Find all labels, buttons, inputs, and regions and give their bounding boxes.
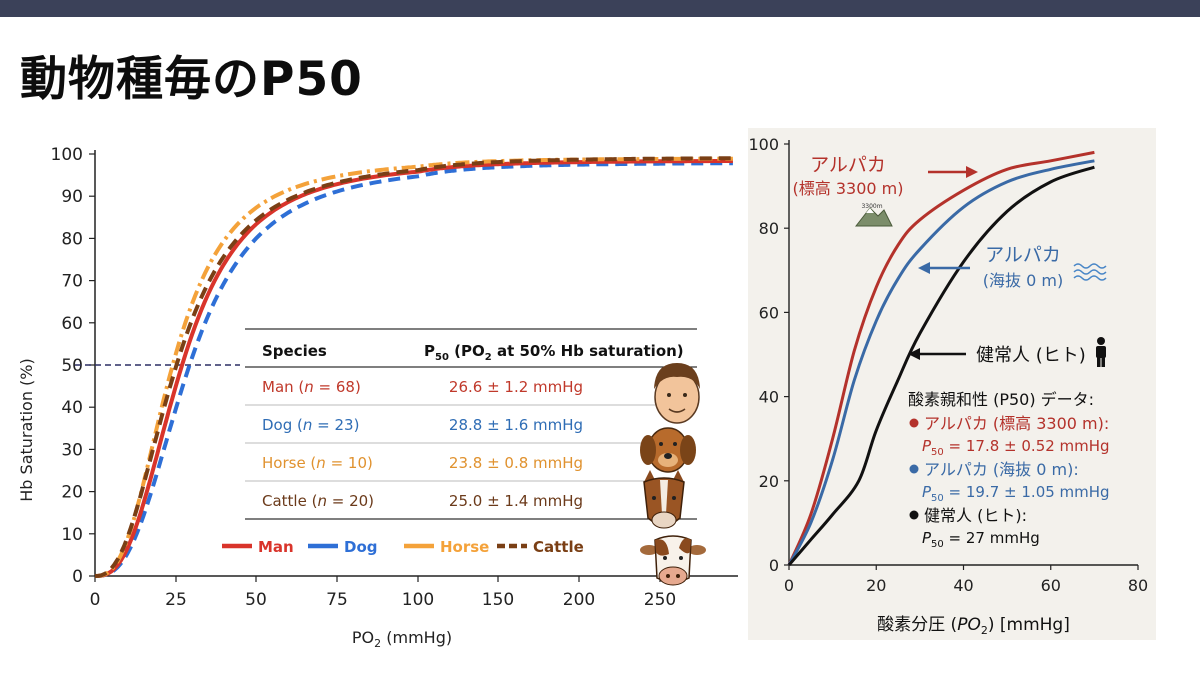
x-tick-label: 40 (953, 576, 973, 595)
slide-title: 動物種毎のP50 (20, 52, 363, 107)
x-tick-label: 20 (866, 576, 886, 595)
x-axis-title: 酸素分圧 (PO2) [mmHg] (877, 615, 1070, 637)
table-header-species: Species (262, 342, 327, 360)
p50-table: Species P50 (PO2 at 50% Hb saturation) M… (245, 328, 697, 520)
curve-dog (95, 161, 733, 578)
y-tick-label: 20 (759, 472, 779, 491)
x-tick-label: 50 (245, 590, 267, 610)
affinity-label: アルパカ (標高 3300 m): (924, 414, 1109, 433)
y-tick-label: 10 (61, 525, 83, 545)
curve-man (94, 159, 733, 578)
affinity-label: 健常人 (ヒト): (924, 506, 1027, 525)
legend-label-man: Man (258, 538, 294, 556)
y-tick-label: 30 (61, 440, 83, 460)
alpaca-oxygen-curve-chart: 0 20 40 60 80 100 0 20 40 60 80 酸素分圧 (PO2) [mmHg] ア… (748, 135, 1148, 637)
blue-arrow-icon (918, 262, 970, 274)
mountain-altitude-label: 3300m (861, 203, 882, 210)
x-tick-label: 0 (784, 576, 794, 595)
y-tick-label: 60 (759, 303, 779, 322)
horse-face-icon (643, 470, 685, 529)
x-tick-label: 100 (402, 590, 434, 610)
species-oxygen-curve-chart: 0 10 20 30 40 50 60 70 80 90 100 0 25 50 75 100 150 200 25… (17, 145, 738, 650)
y-tick-label: 80 (61, 229, 83, 249)
table-cell-p50: 25.0 ± 1.4 mmHg (449, 492, 583, 510)
x-tick-label: 25 (165, 590, 187, 610)
curve-alpaca-sea (787, 159, 1095, 566)
man-face-icon (654, 363, 700, 424)
affinity-value: P50 = 17.8 ± 0.52 mmHg (922, 437, 1110, 458)
y-tick-label: 40 (61, 398, 83, 418)
x-axis-title: PO2 (mmHg) (352, 628, 452, 650)
affinity-bullet (909, 510, 919, 520)
chart-legend: Man Dog Horse Cattle (222, 538, 584, 556)
y-tick-label: 0 (72, 567, 83, 587)
y-tick-label: 80 (759, 219, 779, 238)
y-tick-label: 90 (61, 187, 83, 207)
y-tick-label: 20 (61, 483, 83, 503)
x-tick-label: 80 (1128, 576, 1148, 595)
curve-human (787, 165, 1095, 566)
affinity-value: P50 = 27 mmHg (922, 529, 1040, 550)
red-arrow-icon (928, 166, 978, 178)
x-tick-label: 150 (482, 590, 514, 610)
alpaca-sea-sublabel: (海抜 0 m) (983, 271, 1063, 290)
y-tick-label: 0 (769, 556, 779, 575)
alpaca-high-label: アルパカ (810, 154, 886, 176)
legend-label-horse: Horse (440, 538, 489, 556)
table-cell-species: Man (n = 68) (262, 378, 361, 396)
x-tick-label: 75 (326, 590, 348, 610)
y-tick-label: 70 (61, 272, 83, 292)
dog-face-icon (640, 427, 696, 473)
legend-label-cattle: Cattle (533, 538, 584, 556)
table-cell-p50: 23.8 ± 0.8 mmHg (449, 454, 583, 472)
affinity-heading: 酸素親和性 (P50) データ: (908, 390, 1094, 409)
y-tick-label: 60 (61, 314, 83, 334)
y-axis-title: Hb Saturation (%) (17, 358, 36, 501)
x-tick-label: 200 (563, 590, 595, 610)
y-tick-label: 100 (51, 145, 83, 165)
table-cell-p50: 26.6 ± 1.2 mmHg (449, 378, 583, 396)
x-tick-label: 60 (1041, 576, 1061, 595)
top-bar (0, 0, 1200, 17)
affinity-bullet (909, 418, 919, 428)
alpaca-oxygen-curve-panel: 0 20 40 60 80 100 0 20 40 60 80 酸素分圧 (PO2) [mmHg] ア… (748, 128, 1156, 640)
table-header-p50: P50 (PO2 at 50% Hb saturation) (424, 342, 684, 363)
waves-icon (1073, 263, 1107, 281)
affinity-label: アルパカ (海抜 0 m): (924, 460, 1079, 479)
affinity-value: P50 = 19.7 ± 1.05 mmHg (922, 483, 1110, 504)
y-tick-label: 50 (61, 356, 83, 376)
table-cell-species: Horse (n = 10) (262, 454, 373, 472)
mountain-icon: 3300m (854, 203, 893, 227)
black-arrow-icon (908, 348, 966, 360)
cow-face-icon (640, 535, 706, 586)
x-tick-label: 0 (90, 590, 101, 610)
table-cell-species: Dog (n = 23) (262, 416, 359, 434)
y-tick-label: 40 (759, 388, 779, 407)
human-label: 健常人 (ヒト) (976, 345, 1086, 366)
legend-label-dog: Dog (344, 538, 378, 556)
curve-cattle (94, 156, 734, 578)
x-tick-label: 250 (644, 590, 676, 610)
curve-alpaca-high (787, 150, 1095, 566)
y-tick-label: 100 (748, 135, 779, 154)
table-cell-p50: 28.8 ± 1.6 mmHg (449, 416, 583, 434)
alpaca-high-sublabel: (標高 3300 m) (793, 179, 904, 198)
alpaca-sea-label: アルパカ (985, 244, 1061, 266)
person-icon (1096, 337, 1106, 367)
table-cell-species: Cattle (n = 20) (262, 492, 374, 510)
affinity-bullet (909, 464, 919, 474)
species-oxygen-curve-panel: 0 10 20 30 40 50 60 70 80 90 100 0 25 50 75 100 150 200 25… (0, 135, 738, 655)
